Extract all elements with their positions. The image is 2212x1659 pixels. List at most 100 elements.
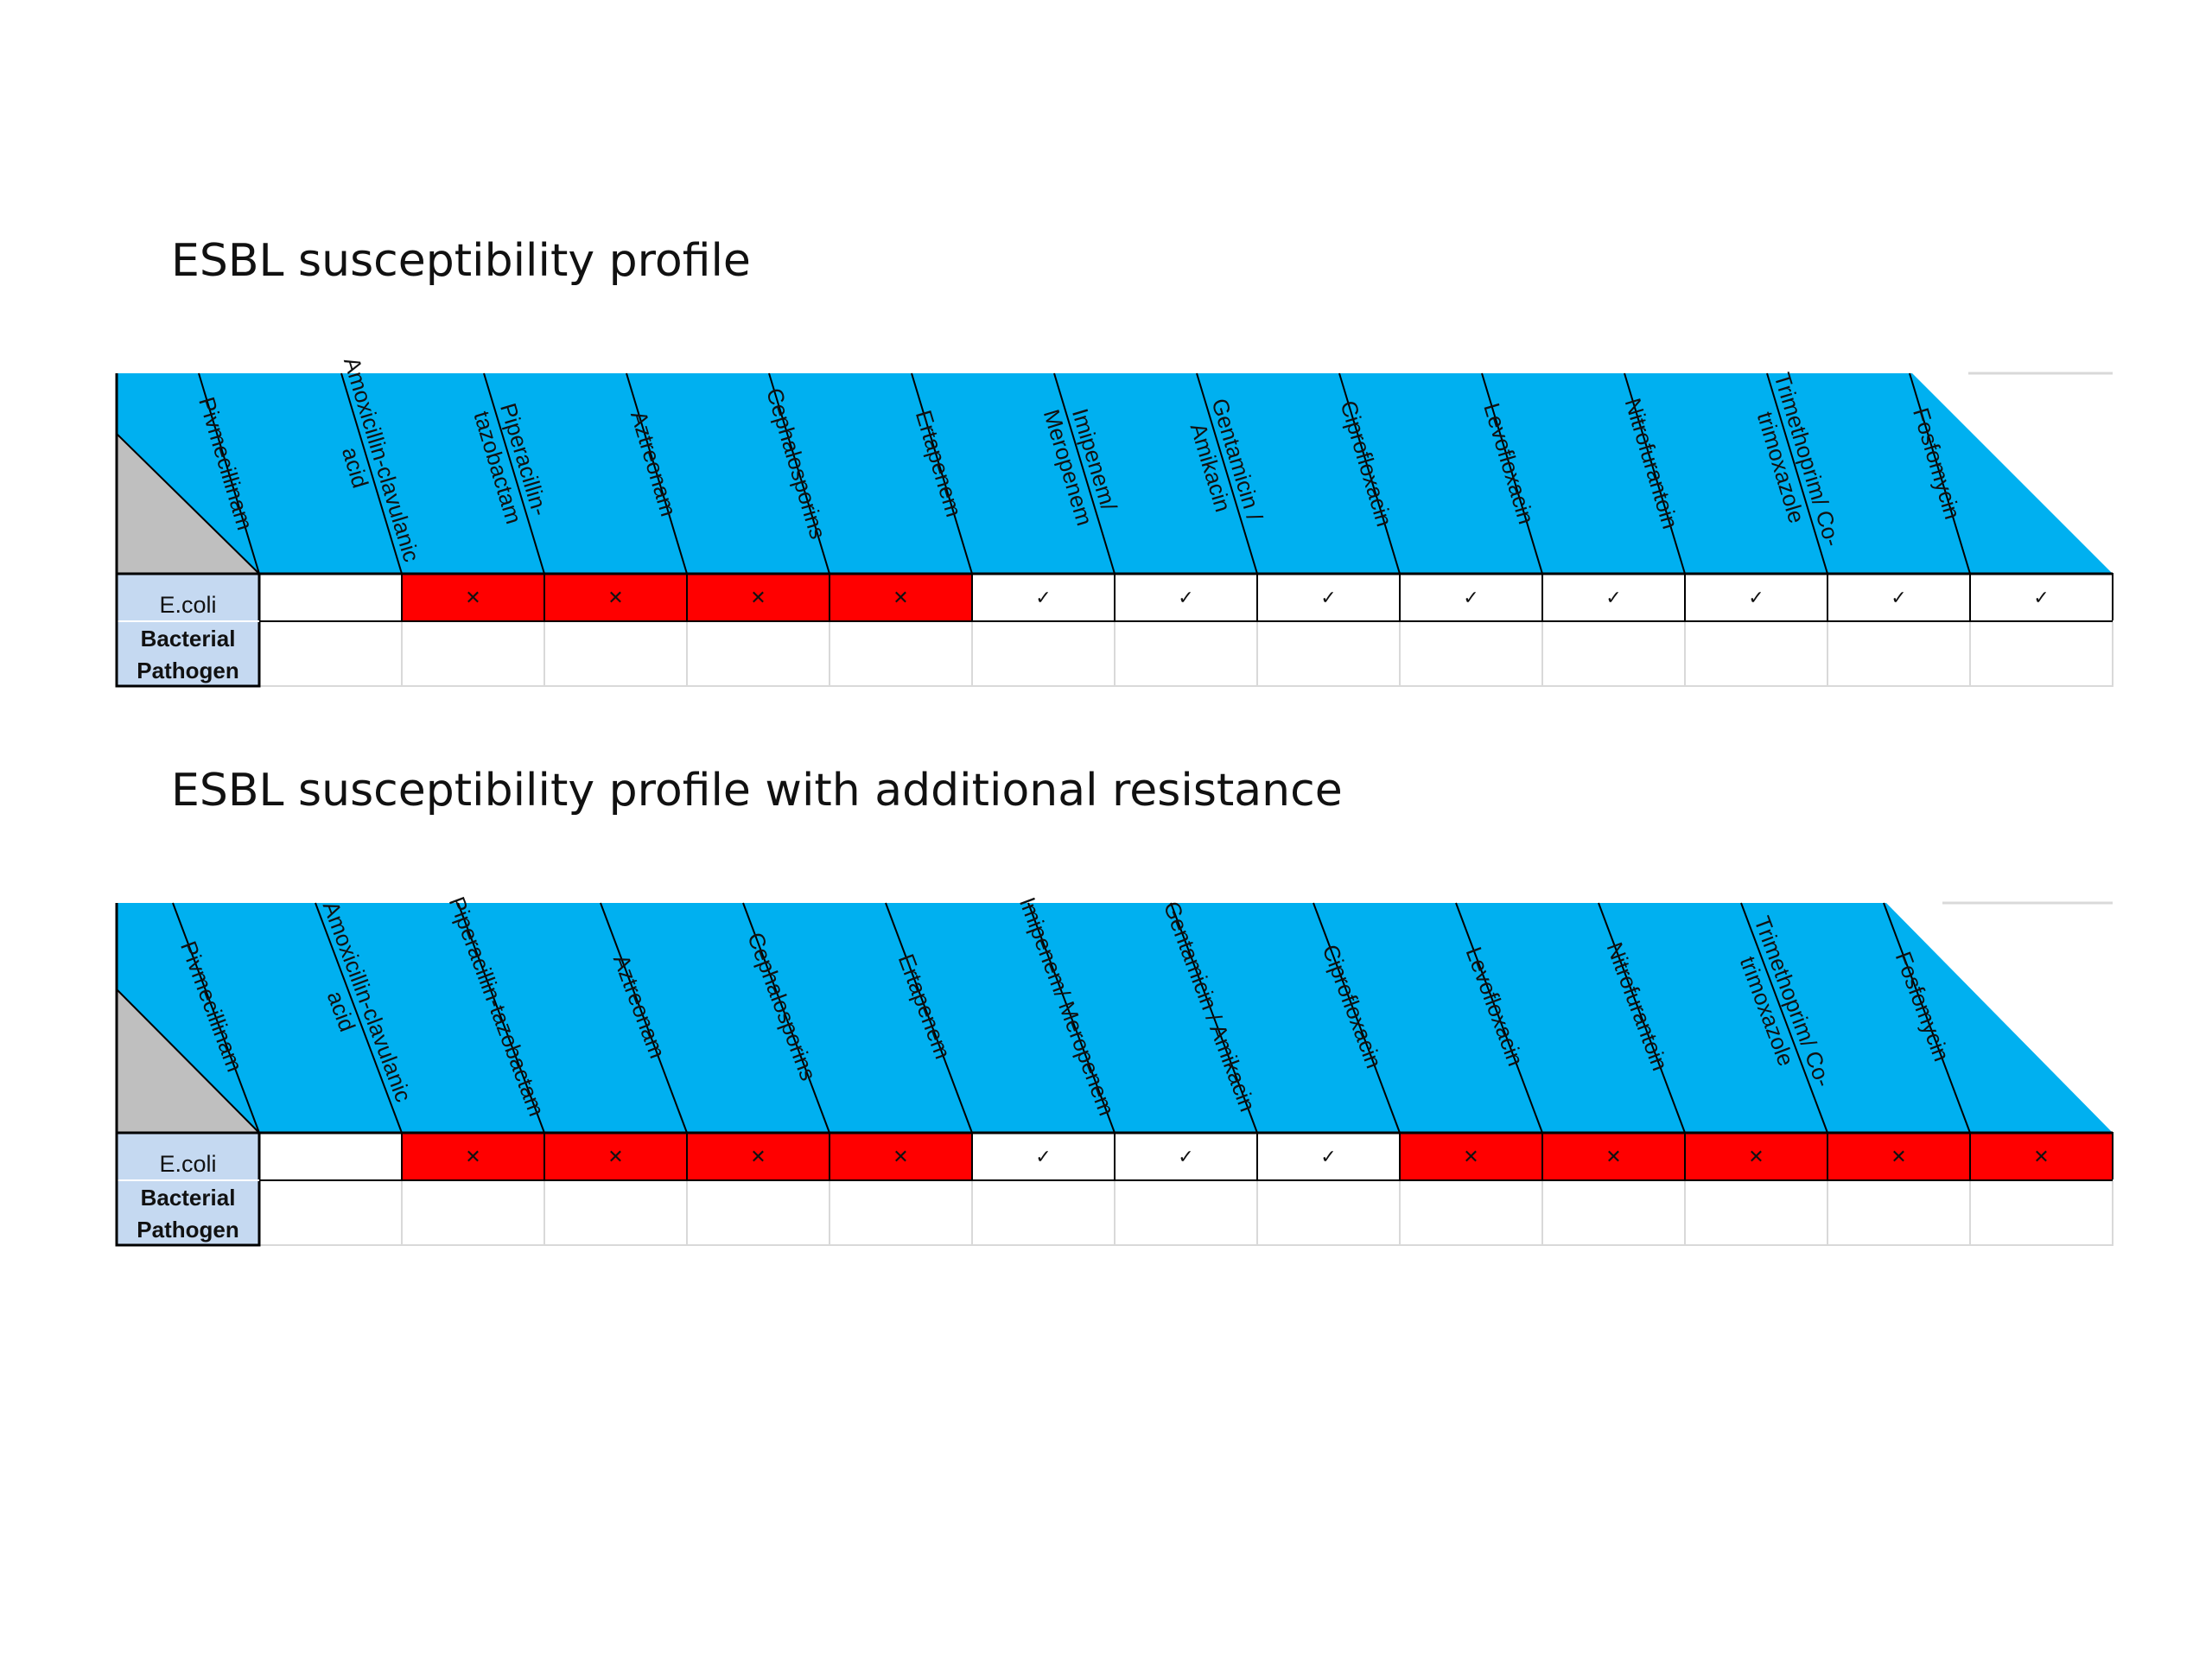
header-divider (483, 372, 545, 575)
empty-cell (1399, 1179, 1543, 1246)
header-divider (768, 372, 830, 575)
header-divider (1196, 372, 1258, 575)
empty-cell (686, 1179, 830, 1246)
empty-cell (1114, 1179, 1258, 1246)
header-divider (457, 902, 545, 1134)
resistant-mark: ✕ (465, 1147, 480, 1168)
result-cell-10 (1541, 1132, 1686, 1181)
empty-cell (258, 620, 403, 687)
header-divider (742, 902, 830, 1134)
table-1-title: ESBL susceptibility profile (171, 235, 751, 287)
row-label-pathogen: Pathogen (137, 1217, 238, 1243)
resistant-mark: ✕ (893, 1147, 908, 1168)
header-divider (1170, 902, 1258, 1134)
resistant-mark: ✕ (1748, 1147, 1764, 1168)
header-divider (315, 902, 403, 1134)
result-cell-6 (971, 1132, 1116, 1181)
header-divider (1481, 372, 1543, 575)
row-label-ecoli: E.coli (159, 1151, 216, 1177)
empty-cell (1684, 1179, 1828, 1246)
resistant-mark: ✕ (1891, 1147, 1906, 1168)
header-divider (1598, 902, 1686, 1134)
row-label-cell (117, 1133, 259, 1245)
resistant-mark: ✕ (465, 588, 480, 609)
resistant-mark: ✕ (750, 588, 766, 609)
header-divider (600, 902, 688, 1134)
susceptible-mark: ✓ (1605, 588, 1621, 609)
header-divider (198, 372, 260, 575)
corner-diagonal (116, 988, 260, 1134)
empty-cell (1114, 620, 1258, 687)
empty-cell (1827, 1179, 1971, 1246)
header-band (117, 903, 2113, 1133)
empty-cell (1969, 620, 2113, 687)
header-divider (911, 372, 973, 575)
header-divider (1455, 902, 1543, 1134)
result-cell-11 (1684, 573, 1828, 622)
result-cell-4 (686, 1132, 830, 1181)
row-label-pathogen: Pathogen (137, 658, 238, 683)
susceptible-mark: ✓ (1178, 1147, 1193, 1168)
empty-cell (971, 620, 1116, 687)
empty-cell (1827, 620, 1971, 687)
row-label-cell (117, 574, 259, 686)
empty-cell (1541, 1179, 1686, 1246)
result-cell-3 (543, 1132, 688, 1181)
susceptible-mark: ✓ (1320, 1147, 1336, 1168)
row-label-bacterial: Bacterial (141, 1185, 236, 1211)
empty-cell (686, 620, 830, 687)
header-divider (1909, 372, 1971, 575)
empty-cell (1399, 620, 1543, 687)
empty-cell (258, 1179, 403, 1246)
resistant-mark: ✕ (893, 588, 908, 609)
resistant-mark: ✕ (607, 588, 623, 609)
table-2-title: ESBL susceptibility profile with additio… (171, 765, 1343, 817)
susceptible-mark: ✓ (1320, 588, 1336, 609)
empty-cell (401, 620, 545, 687)
empty-cell (543, 620, 688, 687)
resistant-mark: ✕ (1463, 1147, 1478, 1168)
header-divider (885, 902, 973, 1134)
susceptible-mark: ✓ (1035, 1147, 1051, 1168)
header-divider (1766, 372, 1828, 575)
empty-cell (1256, 620, 1401, 687)
header-divider (1053, 372, 1116, 575)
resistant-mark: ✕ (2033, 1147, 2049, 1168)
empty-cell (1256, 1179, 1401, 1246)
susceptible-mark: ✓ (1178, 588, 1193, 609)
empty-cell (1541, 620, 1686, 687)
resistant-mark: ✕ (1605, 1147, 1621, 1168)
empty-cell (1684, 620, 1828, 687)
empty-cell (401, 1179, 545, 1246)
header-divider (1027, 902, 1116, 1134)
empty-cell (829, 1179, 973, 1246)
susceptible-mark: ✓ (1891, 588, 1906, 609)
susceptible-mark: ✓ (1463, 588, 1478, 609)
header-divider (172, 902, 260, 1134)
empty-cell (971, 1179, 1116, 1246)
resistant-mark: ✕ (607, 1147, 623, 1168)
susceptible-mark: ✓ (1035, 588, 1051, 609)
row-label-bacterial: Bacterial (141, 626, 236, 652)
header-divider (1740, 902, 1828, 1134)
header-divider (1624, 372, 1686, 575)
result-cell-1 (258, 1132, 403, 1181)
resistant-mark: ✕ (750, 1147, 766, 1168)
header-divider (1883, 902, 1971, 1134)
empty-cell (543, 1179, 688, 1246)
row-label-ecoli: E.coli (159, 592, 216, 618)
result-cell-13 (1969, 573, 2113, 622)
header-band (117, 373, 2113, 574)
header-divider (1313, 902, 1401, 1134)
header-divider (1338, 372, 1401, 575)
susceptible-mark: ✓ (1748, 588, 1764, 609)
empty-cell (1969, 1179, 2113, 1246)
header-divider (626, 372, 688, 575)
susceptible-mark: ✓ (2033, 588, 2049, 609)
header-divider (340, 372, 403, 575)
result-cell-1 (258, 573, 403, 622)
corner-diagonal (116, 433, 260, 575)
empty-cell (829, 620, 973, 687)
